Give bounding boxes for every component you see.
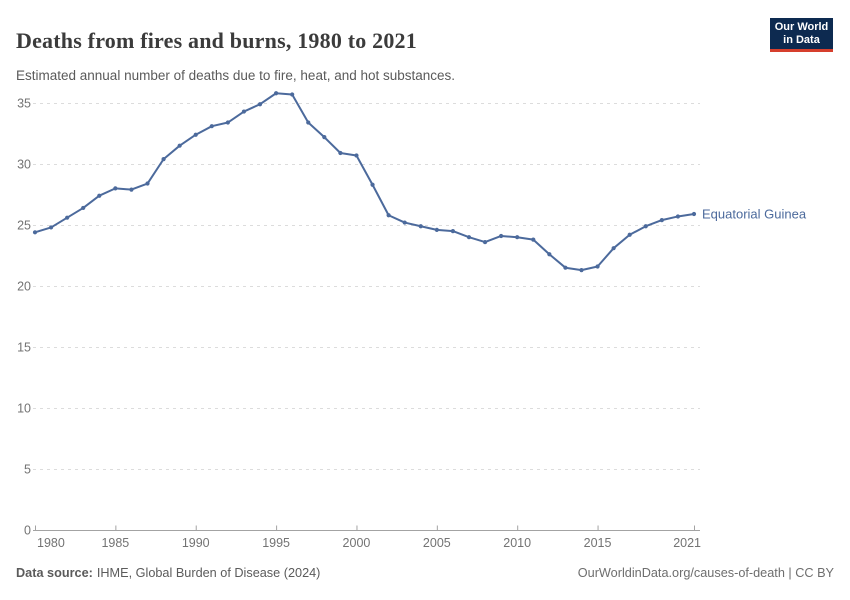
data-point (579, 268, 584, 273)
series-line (34, 92, 695, 272)
data-point (338, 150, 343, 156)
data-point (627, 232, 632, 237)
y-axis-tick-label: 25 (17, 219, 31, 233)
data-point (290, 92, 295, 97)
data-point (322, 135, 327, 140)
data-point (499, 233, 504, 239)
y-axis-tick-label: 35 (17, 97, 31, 111)
data-point (65, 215, 70, 220)
data-point (659, 218, 664, 223)
x-axis-tick-label: 2005 (423, 536, 451, 550)
data-point (32, 230, 38, 235)
data-point (273, 91, 279, 96)
y-axis-tick-label: 10 (17, 402, 31, 416)
y-axis-tick-label: 30 (17, 158, 31, 172)
x-axis-tick-label: 2000 (343, 536, 371, 550)
data-source-value: IHME, Global Burden of Disease (2024) (96, 566, 321, 580)
data-point (466, 235, 472, 240)
data-point (81, 205, 86, 211)
data-point (306, 120, 311, 125)
data-point (193, 132, 198, 137)
owid-logo-line2: in Data (783, 34, 820, 46)
x-axis-tick-label: 2010 (503, 536, 531, 550)
data-point (531, 237, 536, 242)
y-axis-tick-label: 15 (17, 341, 31, 355)
data-point (97, 193, 102, 198)
x-axis-tick-label: 1995 (262, 536, 290, 550)
data-point (386, 213, 391, 218)
data-point (241, 109, 247, 114)
data-point (482, 239, 488, 245)
owid-logo-line1: Our World (774, 21, 829, 33)
data-point (209, 124, 214, 129)
x-axis-tick-label: 1985 (101, 536, 129, 550)
data-point (48, 225, 54, 230)
data-point (145, 181, 150, 186)
x-axis-tick-label: 1980 (37, 536, 65, 550)
data-point (643, 224, 648, 229)
y-axis-tick-label: 5 (24, 463, 31, 477)
data-point (691, 211, 697, 217)
data-point (611, 246, 616, 251)
data-point (595, 264, 600, 269)
data-point (434, 227, 439, 232)
chart-subtitle: Estimated annual number of deaths due to… (16, 67, 456, 83)
owid-logo[interactable]: Our World in Data (770, 18, 833, 52)
data-point (354, 153, 359, 158)
data-point (418, 224, 423, 229)
data-point (547, 252, 552, 257)
data-point (450, 229, 456, 234)
data-point (161, 157, 166, 162)
series-end-label: Equatorial Guinea (702, 207, 807, 222)
data-point (225, 120, 230, 125)
chart-footer: Data source: IHME, Global Burden of Disea… (16, 566, 834, 580)
data-point (113, 186, 118, 191)
x-axis-tick-label: 1990 (182, 536, 210, 550)
data-point (675, 214, 681, 219)
chart-title: Deaths from fires and burns, 1980 to 202… (16, 27, 417, 53)
x-axis-tick-label: 2021 (673, 536, 701, 550)
data-point (402, 220, 407, 225)
x-axis-tick-label: 2015 (584, 536, 612, 550)
y-axis-tick-label: 0 (24, 524, 31, 538)
data-point (515, 235, 520, 240)
data-source-label: Data source: (16, 566, 93, 580)
citation-link[interactable]: OurWorldinData.org/causes-of-death | CC … (577, 566, 834, 580)
data-point (563, 265, 568, 270)
data-point (257, 102, 263, 107)
data-point (370, 182, 375, 187)
data-point (177, 143, 182, 148)
data-point (129, 187, 134, 192)
data-source: Data source: IHME, Global Burden of Disea… (16, 566, 320, 580)
y-axis-tick-label: 20 (17, 280, 31, 294)
